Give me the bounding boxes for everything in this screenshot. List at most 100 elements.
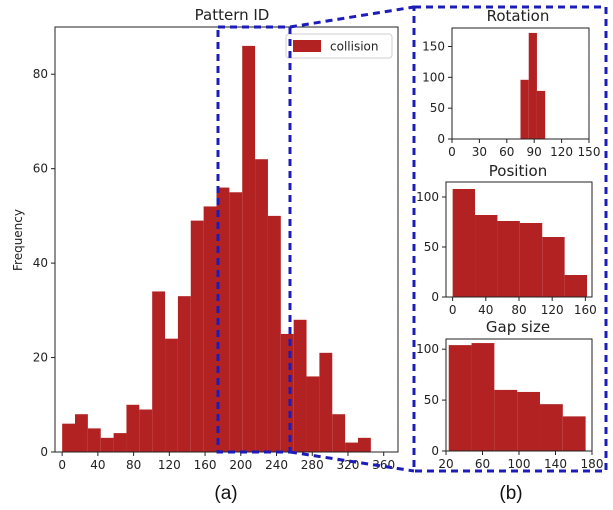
rotation-y-tick-label: 50 <box>430 101 445 115</box>
main-bar <box>203 206 217 452</box>
main-bar <box>280 333 294 452</box>
gap-y-tick-label: 0 <box>431 444 439 458</box>
rotation-x-tick-label: 0 <box>448 145 456 159</box>
main-bar <box>75 414 88 452</box>
main-x-tick-label: 120 <box>158 458 181 472</box>
main-bar <box>165 338 178 452</box>
position-bar <box>519 223 543 297</box>
rotation-bar <box>528 32 537 139</box>
gap-bar <box>494 389 518 451</box>
main-axes-frame <box>54 26 399 453</box>
rotation-y-tick-label: 150 <box>422 40 445 54</box>
y-axis-label: Frequency <box>11 209 25 271</box>
gap-x-tick-label: 100 <box>508 457 531 471</box>
zoom-connector-top <box>289 5 415 29</box>
rotation-bar <box>536 90 546 139</box>
rotation-x-tick-label: 60 <box>499 145 514 159</box>
main-bar <box>126 404 140 452</box>
main-bar <box>190 220 204 452</box>
position-bar <box>542 237 565 297</box>
main-x-tick-label: 240 <box>265 458 288 472</box>
zoom-indicator <box>216 5 608 473</box>
position-y-tick-label: 50 <box>424 240 439 254</box>
position-bar <box>452 189 476 297</box>
position-bar <box>497 221 520 297</box>
main-x-tick-label: 280 <box>301 458 324 472</box>
rotation-axes-frame <box>451 27 590 140</box>
position-bar <box>564 275 588 297</box>
legend-label-collision: collision <box>330 40 378 54</box>
gap-bar <box>539 404 563 451</box>
main-x-tick-label: 40 <box>90 458 105 472</box>
rotation-x-tick-label: 150 <box>578 145 601 159</box>
main-y-tick-label: 20 <box>33 351 48 365</box>
position-x-tick-label: 80 <box>511 303 526 317</box>
rotation-x-tick-label: 90 <box>527 145 542 159</box>
main-x-tick-label: 0 <box>58 458 66 472</box>
caption-a: (a) <box>214 483 237 504</box>
rotation-x-tick-label: 120 <box>550 145 573 159</box>
main-y-tick-label: 80 <box>33 67 48 81</box>
main-bar <box>306 376 320 452</box>
position-bar <box>475 215 498 297</box>
rotation-y-tick-label: 100 <box>422 70 445 84</box>
gap-size-title: Gap size <box>486 318 550 336</box>
position-x-tick-label: 40 <box>478 303 493 317</box>
position-y-tick-label: 100 <box>416 190 439 204</box>
rotation-y-tick-label: 0 <box>437 132 445 146</box>
gap-x-tick-label: 60 <box>475 457 490 471</box>
main-bar <box>357 437 371 452</box>
main-y-tick-label: 60 <box>33 162 48 176</box>
rotation-x-tick-label: 30 <box>472 145 487 159</box>
rotation-title: Rotation <box>487 7 550 25</box>
position-histogram: Position 0 40 80 120 160 0 50 100 <box>416 162 597 317</box>
main-x-tick-label: 80 <box>126 458 141 472</box>
gap-y-tick-label: 100 <box>416 342 439 356</box>
main-bar <box>177 296 191 452</box>
main-y-tick-label: 40 <box>33 256 48 270</box>
main-bar <box>113 433 127 452</box>
gap-x-tick-label: 180 <box>581 457 604 471</box>
main-x-tick-label: 160 <box>194 458 217 472</box>
rotation-histogram: Rotation 0 30 60 90 120 150 0 50 100 150 <box>422 7 600 159</box>
main-bar <box>216 187 230 452</box>
main-bar <box>345 442 358 452</box>
main-bar <box>229 192 243 452</box>
main-title: Pattern ID <box>195 6 270 24</box>
main-histogram: Pattern ID Frequency 0 40 80 120 160 200 240 28… <box>11 6 399 472</box>
zoom-panel-box <box>412 5 608 473</box>
gap-bar <box>517 391 540 451</box>
gap-size-histogram: Gap size 20 60 100 140 180 0 50 100 <box>416 318 603 471</box>
legend-swatch <box>293 40 321 52</box>
main-bar <box>100 437 114 452</box>
main-bar <box>332 414 346 452</box>
main-bar <box>62 423 76 452</box>
main-bar <box>319 352 333 452</box>
main-bar <box>255 159 268 452</box>
position-x-tick-label: 120 <box>541 303 564 317</box>
caption-b: (b) <box>499 483 522 504</box>
gap-x-tick-label: 20 <box>438 457 453 471</box>
main-bar <box>293 319 307 452</box>
gap-bar <box>448 345 472 451</box>
position-x-tick-label: 160 <box>574 303 597 317</box>
gap-bar <box>471 343 495 451</box>
main-bar <box>267 215 281 452</box>
position-title: Position <box>489 162 547 180</box>
gap-bar <box>562 416 586 451</box>
main-bar <box>152 291 166 452</box>
legend: collision <box>285 33 393 59</box>
main-bar <box>242 45 256 452</box>
position-x-tick-label: 0 <box>449 303 457 317</box>
position-y-tick-label: 0 <box>431 290 439 304</box>
zoom-region-box <box>216 25 292 454</box>
main-bar <box>139 409 153 452</box>
main-x-tick-label: 200 <box>229 458 252 472</box>
gap-x-tick-label: 140 <box>544 457 567 471</box>
rotation-bar <box>520 79 529 139</box>
main-bar <box>87 428 101 452</box>
gap-y-tick-label: 50 <box>424 393 439 407</box>
main-y-tick-label: 0 <box>40 445 48 459</box>
zoom-connector-bottom <box>289 450 415 473</box>
